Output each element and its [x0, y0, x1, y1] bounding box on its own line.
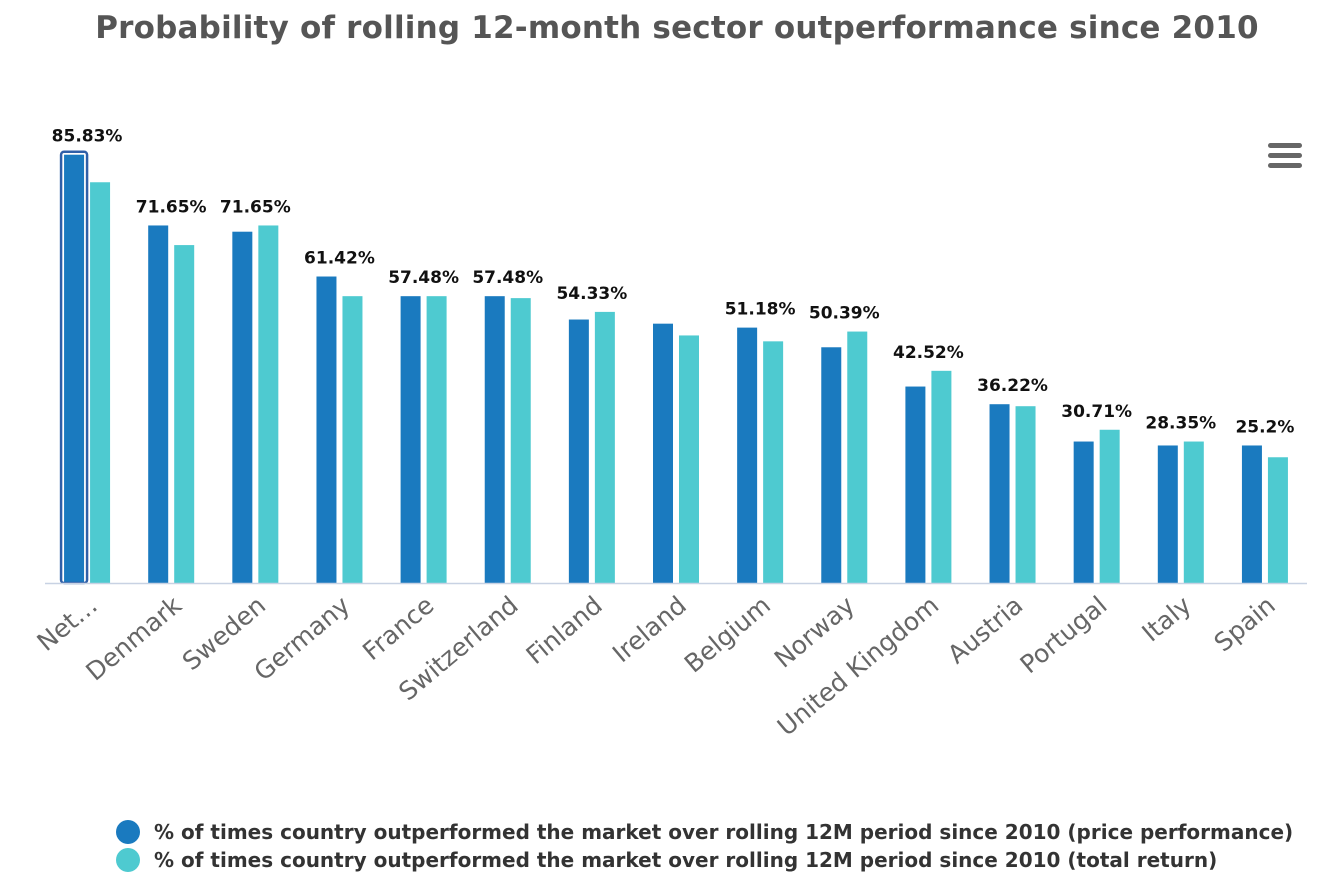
data-label-13: 28.35% [1145, 414, 1216, 434]
bar-total-3[interactable] [342, 296, 363, 583]
legend-item-price-performance[interactable]: % of times country outperformed the mark… [116, 818, 1296, 846]
data-label-6: 54.33% [556, 284, 627, 304]
bar-total-0[interactable] [90, 182, 111, 583]
x-tick-label-3: Germany [249, 590, 356, 686]
bar-total-13[interactable] [1183, 441, 1204, 583]
bar-price-6[interactable] [568, 319, 589, 583]
bar-total-2[interactable] [258, 225, 279, 584]
hamburger-menu-icon-line [1268, 163, 1302, 168]
bar-total-9[interactable] [847, 331, 868, 583]
data-label-11: 36.22% [977, 376, 1048, 396]
data-label-5: 57.48% [472, 268, 543, 288]
chart-title: Probability of rolling 12-month sector o… [95, 10, 1259, 46]
bar-total-6[interactable] [594, 311, 615, 583]
legend-swatch-price-performance [116, 820, 140, 844]
x-tick-label-0: Net… [32, 590, 103, 656]
x-tick-label-8: Belgium [679, 590, 776, 678]
bar-price-3[interactable] [316, 276, 337, 583]
x-tick-label-14: Spain [1209, 590, 1281, 657]
bar-price-2[interactable] [232, 231, 253, 584]
data-label-12: 30.71% [1061, 402, 1132, 422]
bar-price-9[interactable] [821, 347, 842, 583]
x-tick-label-12: Portugal [1015, 590, 1113, 679]
data-label-1: 71.65% [136, 197, 207, 217]
data-label-9: 50.39% [809, 304, 880, 324]
bar-price-12[interactable] [1073, 441, 1094, 583]
bar-total-7[interactable] [679, 335, 699, 583]
data-label-0: 85.83% [52, 127, 123, 147]
data-label-2: 71.65% [220, 197, 291, 217]
data-label-8: 51.18% [725, 300, 796, 320]
bar-price-10[interactable] [905, 386, 926, 583]
bar-total-10[interactable] [931, 370, 952, 583]
bar-price-14[interactable] [1241, 445, 1262, 583]
bar-price-4[interactable] [400, 296, 421, 583]
legend-swatch-total-return [116, 848, 140, 872]
bar-price-1[interactable] [148, 225, 169, 584]
bar-price-0[interactable] [64, 154, 85, 583]
bar-price-11[interactable] [989, 404, 1010, 583]
hamburger-menu-icon [1268, 143, 1302, 148]
bar-total-4[interactable] [426, 296, 447, 583]
bar-total-12[interactable] [1099, 429, 1120, 583]
bar-total-5[interactable] [510, 298, 531, 583]
legend-item-total-return[interactable]: % of times country outperformed the mark… [116, 846, 1296, 874]
chart-menu-button[interactable] [1266, 140, 1304, 172]
data-label-14: 25.2% [1235, 417, 1294, 437]
data-label-4: 57.48% [388, 268, 459, 288]
legend: % of times country outperformed the mark… [116, 818, 1296, 874]
data-label-3: 61.42% [304, 249, 375, 269]
hamburger-menu-icon-line [1268, 153, 1302, 158]
bar-total-14[interactable] [1267, 457, 1288, 583]
x-tick-label-13: Italy [1136, 590, 1196, 647]
bar-total-8[interactable] [763, 341, 784, 583]
x-tick-label-6: Finland [521, 590, 608, 670]
x-tick-label-1: Denmark [80, 590, 187, 686]
bar-price-5[interactable] [484, 296, 505, 583]
bar-price-7[interactable] [653, 323, 673, 583]
legend-label-price-performance: % of times country outperformed the mark… [154, 820, 1294, 844]
bar-total-11[interactable] [1015, 406, 1036, 583]
legend-label-total-return: % of times country outperformed the mark… [154, 848, 1218, 872]
bar-total-1[interactable] [174, 245, 195, 583]
bar-price-8[interactable] [737, 327, 758, 583]
data-label-10: 42.52% [893, 343, 964, 363]
bar-price-13[interactable] [1157, 445, 1178, 583]
